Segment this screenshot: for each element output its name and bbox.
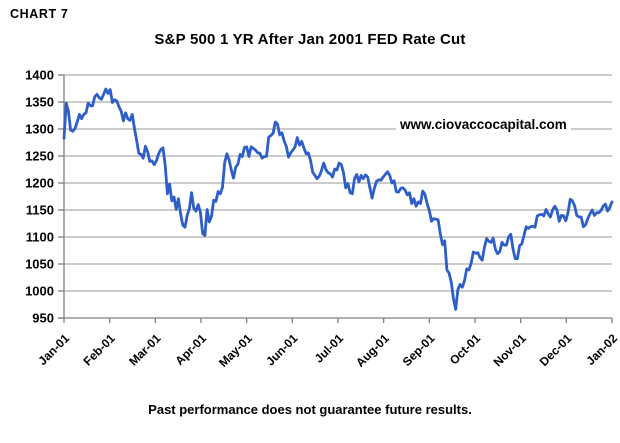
y-axis-labels: 950 1000 1050 1100 1150 1200 1250 1300 1350 1400 xyxy=(25,68,54,326)
y-tick-label: 1050 xyxy=(25,257,54,272)
disclaimer-text: Past performance does not guarantee futu… xyxy=(148,402,472,417)
y-tick-label: 1350 xyxy=(25,95,54,110)
axes xyxy=(58,74,613,323)
gridlines xyxy=(64,74,612,292)
y-tick-label: 1400 xyxy=(25,68,54,83)
x-tick-label: May-01 xyxy=(216,331,255,370)
y-tick-label: 1150 xyxy=(26,203,54,218)
x-tick-label: Apr-01 xyxy=(172,331,209,368)
y-tick-label: 1300 xyxy=(25,122,54,137)
x-axis-labels: Jan-01 Feb-01 Mar-01 Apr-01 May-01 Jun-01 Jul-… xyxy=(35,331,620,370)
x-tick-label: Jan-01 xyxy=(35,331,72,368)
x-tick-label: Dec-01 xyxy=(537,331,575,369)
x-tick-label: Feb-01 xyxy=(81,331,118,368)
price-line xyxy=(62,87,614,311)
y-tick-label: 1100 xyxy=(26,230,54,245)
watermark-url: www.ciovaccocapital.com xyxy=(396,117,571,132)
y-tick-label: 1250 xyxy=(25,149,54,164)
chart-title: S&P 500 1 YR After Jan 2001 FED Rate Cut xyxy=(154,31,466,48)
x-tick-label: Nov-01 xyxy=(491,331,529,369)
x-tick-label: Sep-01 xyxy=(400,331,438,369)
x-tick-label: Jun-01 xyxy=(263,331,300,368)
chart-number-label: CHART 7 xyxy=(10,7,69,21)
x-tick-label: Jan-02 xyxy=(583,331,620,368)
y-tick-label: 1200 xyxy=(25,176,54,191)
x-tick-label: Oct-01 xyxy=(447,331,484,368)
x-tick-label: Aug-01 xyxy=(353,331,392,370)
y-tick-label: 950 xyxy=(32,311,54,326)
x-tick-label: Mar-01 xyxy=(126,331,163,368)
y-tick-label: 1000 xyxy=(25,284,54,299)
x-tick-label: Jul-01 xyxy=(312,331,347,366)
